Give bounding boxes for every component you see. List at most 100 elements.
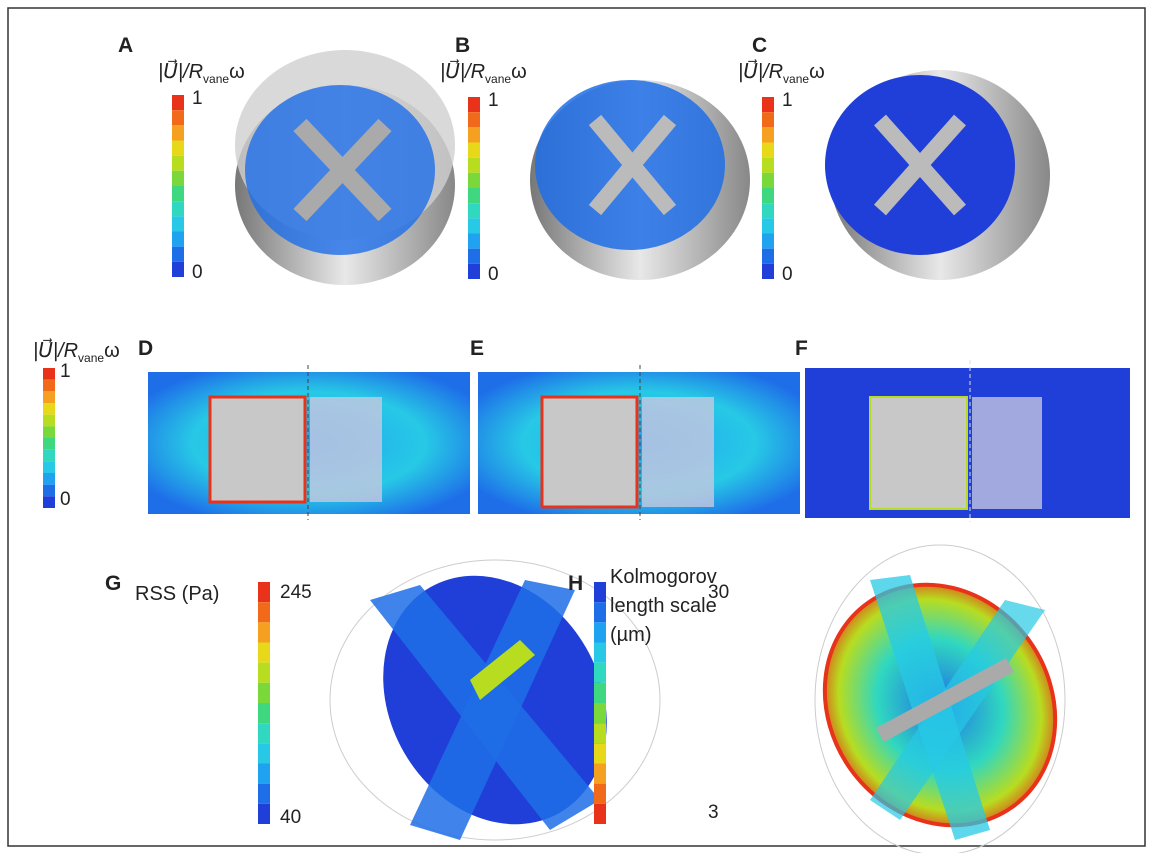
colorbar-max: 1 — [192, 88, 203, 109]
colorbar-segment — [43, 473, 55, 485]
colorbar-segment — [594, 602, 606, 622]
colorbar-segment — [762, 249, 774, 264]
colorbar-segment — [43, 380, 55, 392]
colorbar-segment — [468, 97, 480, 112]
colorbar-segment — [594, 784, 606, 804]
cylinder-b — [530, 80, 750, 280]
colorbar-label: length scale — [610, 595, 717, 617]
colorbar-max: 1 — [60, 361, 71, 382]
colorbar-segment — [468, 112, 480, 127]
colorbar-segment — [258, 764, 270, 784]
colorbar-segment — [594, 764, 606, 784]
label-sub: vane — [203, 72, 229, 86]
colorbar-segment — [468, 264, 480, 279]
colorbar-segment — [258, 723, 270, 743]
colorbar-segment — [762, 173, 774, 188]
colorbar-segment — [468, 203, 480, 218]
colorbar-segment — [594, 582, 606, 602]
panel-letter: H — [568, 572, 583, 595]
panel-letter: F — [795, 337, 808, 360]
cylinder-c — [825, 70, 1050, 280]
colorbar-segment — [172, 216, 184, 231]
colorbar-segment — [172, 125, 184, 140]
colorbar-segment — [468, 143, 480, 158]
colorbar-segment — [468, 218, 480, 233]
colorbar-segment — [468, 234, 480, 249]
colorbar-segment — [594, 804, 606, 824]
colorbar-segment — [172, 247, 184, 262]
colorbar-segment — [594, 643, 606, 663]
colorbar-segment — [172, 186, 184, 201]
colorbar-segment — [468, 188, 480, 203]
flow-f — [805, 360, 1130, 522]
colorbar-segment — [468, 173, 480, 188]
colorbar-segment — [762, 97, 774, 112]
colorbar-min: 40 — [280, 807, 301, 828]
colorbar-segment — [468, 158, 480, 173]
colorbar-segment — [762, 264, 774, 279]
flow-e — [478, 365, 800, 520]
colorbar-segment — [594, 683, 606, 703]
colorbar-segment — [594, 703, 606, 723]
label-main: |U⃗|/R — [33, 337, 78, 362]
colorbar-min: 0 — [488, 264, 499, 285]
label-main: |U⃗|/R — [440, 58, 485, 83]
panel-letter: E — [470, 337, 484, 360]
colorbar-segment — [468, 249, 480, 264]
colorbar-segment — [258, 582, 270, 602]
colorbar-segment — [258, 703, 270, 723]
colorbar-segment — [762, 127, 774, 142]
colorbar-segment — [762, 218, 774, 233]
colorbar-segment — [43, 438, 55, 450]
colorbar-label: |U⃗|/Rvaneω — [158, 58, 245, 86]
colorbar-segment — [43, 496, 55, 508]
colorbar-max: 1 — [488, 90, 499, 111]
label-sub: vane — [78, 351, 104, 365]
colorbar-max: 1 — [782, 90, 793, 111]
colorbar-segment — [258, 804, 270, 824]
colorbar-segment — [258, 743, 270, 763]
label-tail: ω — [809, 61, 825, 83]
panel-letter: A — [118, 34, 133, 57]
colorbar-segment — [762, 188, 774, 203]
colorbar-segment — [172, 262, 184, 277]
label-main: |U⃗|/R — [738, 58, 783, 83]
colorbar-segment — [43, 461, 55, 473]
colorbar-max: 245 — [280, 582, 312, 603]
label-tail: ω — [229, 61, 245, 83]
panel-letter: C — [752, 34, 767, 57]
colorbar-segment — [594, 743, 606, 763]
panel-letter: B — [455, 34, 470, 57]
figure: ABCDEFGH10|U⃗|/Rvaneω10|U⃗|/Rvaneω10|U⃗|… — [0, 0, 1153, 853]
colorbar-segment — [762, 143, 774, 158]
colorbar-segment — [43, 485, 55, 497]
colorbar-label: (µm) — [610, 624, 652, 646]
colorbar-label: |U⃗|/Rvaneω — [738, 58, 825, 86]
colorbar-label: Kolmogorov — [610, 566, 717, 588]
colorbar-segment — [258, 683, 270, 703]
cylinder-a — [235, 50, 455, 285]
colorbar-min: 3 — [708, 802, 719, 823]
page: { "panel_letters": ["A", "B", "C", "D", … — [0, 0, 1153, 853]
colorbar-segment — [172, 141, 184, 156]
colorbar-segment — [258, 663, 270, 683]
panel-letter: D — [138, 337, 153, 360]
colorbar-segment — [258, 622, 270, 642]
label-sub: vane — [783, 72, 809, 86]
colorbar-segment — [43, 426, 55, 438]
colorbar-segment — [43, 403, 55, 415]
colorbar-segment — [43, 415, 55, 427]
colorbar-label: RSS (Pa) — [135, 583, 219, 605]
colorbar-segment — [172, 156, 184, 171]
colorbar-segment — [43, 450, 55, 462]
colorbar-segment — [762, 203, 774, 218]
colorbar-segment — [172, 110, 184, 125]
colorbar-segment — [43, 368, 55, 380]
colorbar-segment — [762, 234, 774, 249]
colorbar-segment — [258, 784, 270, 804]
colorbar-segment — [258, 602, 270, 622]
render-h — [778, 540, 1102, 853]
colorbar-segment — [172, 171, 184, 186]
label-tail: ω — [104, 340, 120, 362]
colorbar-segment — [172, 232, 184, 247]
